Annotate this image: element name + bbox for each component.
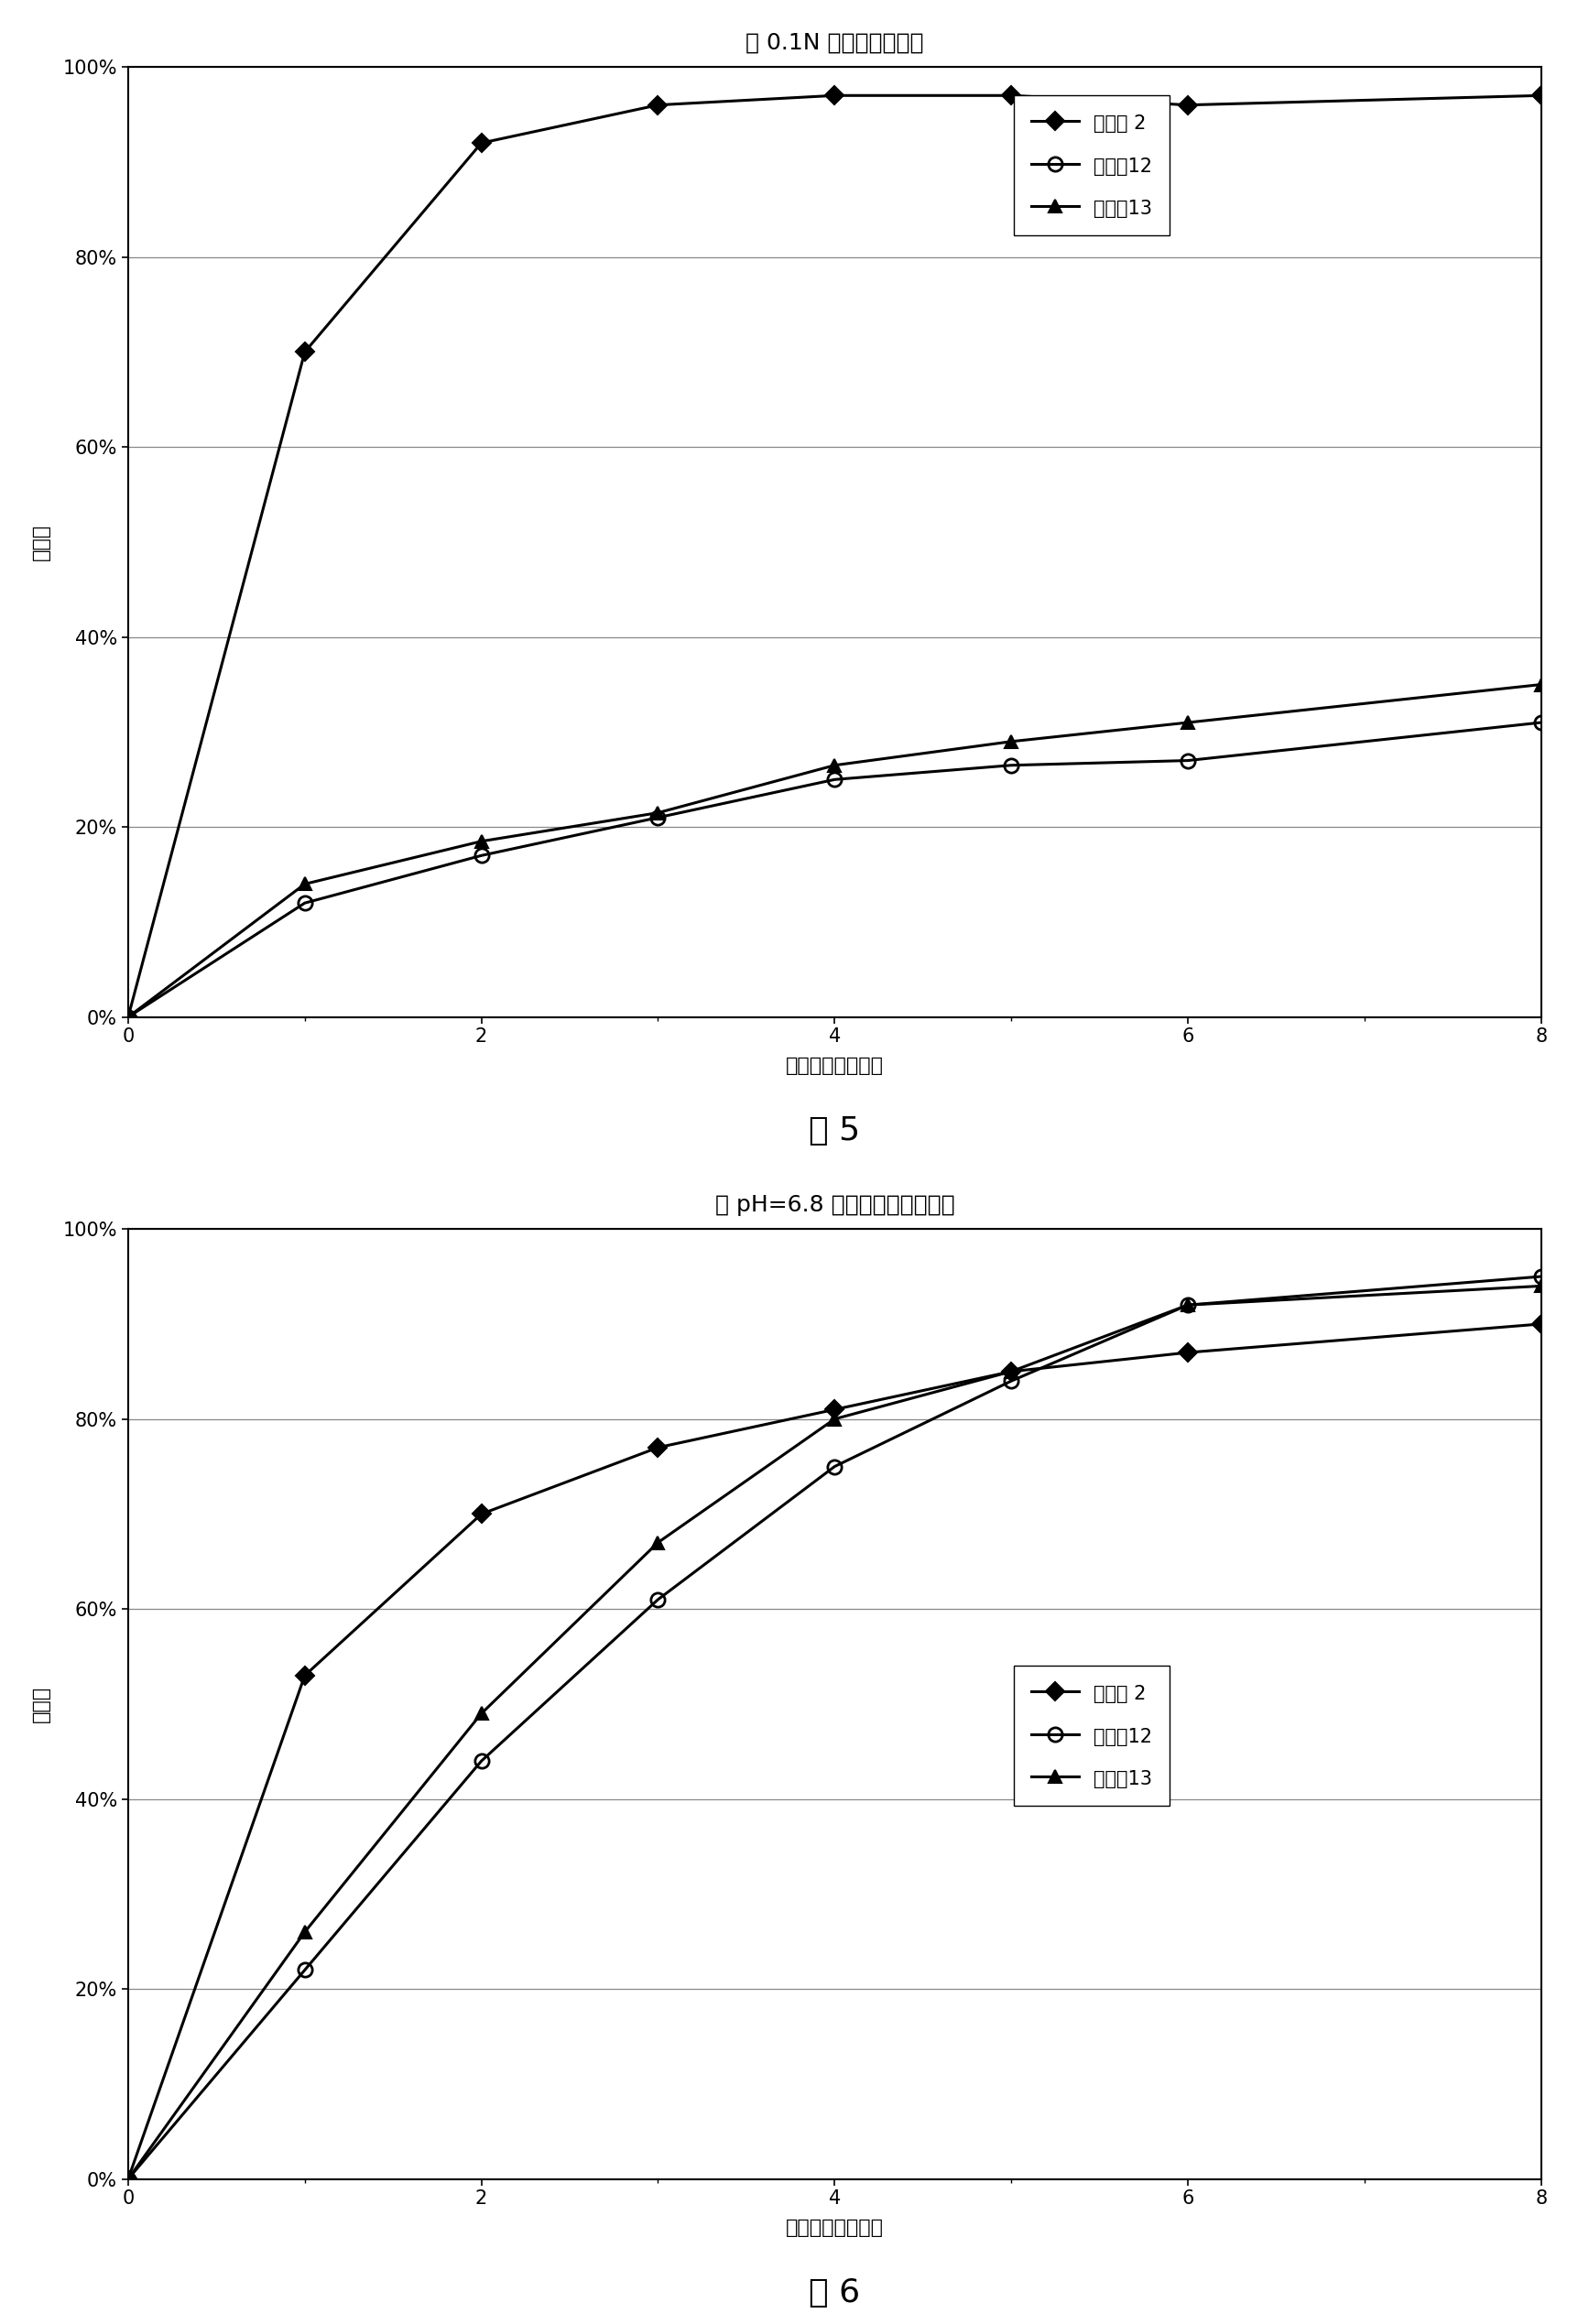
Line: 实施例13: 实施例13 bbox=[122, 1281, 1546, 2185]
实施例12 bbox=[1000, 751, 1019, 779]
Line: 实施例12: 实施例12 bbox=[122, 1269, 1546, 2187]
比较例 2 bbox=[1000, 81, 1019, 109]
实施例12 bbox=[295, 1957, 314, 1985]
实施例12 bbox=[472, 1748, 491, 1776]
Title: 在 pH=6.8 的缓冲液中的溶出图: 在 pH=6.8 的缓冲液中的溶出图 bbox=[715, 1195, 953, 1215]
X-axis label: 溶出时间（小时）: 溶出时间（小时） bbox=[786, 1057, 884, 1074]
Legend: 比较例 2, 实施例12, 实施例13: 比较例 2, 实施例12, 实施例13 bbox=[1013, 95, 1169, 235]
Line: 比较例 2: 比较例 2 bbox=[122, 88, 1546, 1023]
比较例 2 bbox=[472, 130, 491, 158]
实施例13 bbox=[1531, 672, 1550, 700]
实施例13 bbox=[825, 751, 844, 779]
比较例 2 bbox=[649, 91, 667, 119]
实施例12 bbox=[118, 2166, 137, 2194]
实施例12 bbox=[825, 1452, 844, 1480]
比较例 2 bbox=[118, 2166, 137, 2194]
Line: 实施例13: 实施例13 bbox=[122, 679, 1546, 1023]
实施例13 bbox=[295, 1917, 314, 1945]
X-axis label: 溶出时间（小时）: 溶出时间（小时） bbox=[786, 2219, 884, 2236]
实施例13 bbox=[295, 869, 314, 897]
实施例13 bbox=[1177, 709, 1196, 737]
实施例12 bbox=[649, 1585, 667, 1613]
Legend: 比较例 2, 实施例12, 实施例13: 比较例 2, 实施例12, 实施例13 bbox=[1013, 1666, 1169, 1806]
Line: 实施例12: 实施例12 bbox=[122, 716, 1546, 1025]
比较例 2 bbox=[825, 1394, 844, 1422]
实施例13 bbox=[1531, 1271, 1550, 1299]
实施例13 bbox=[472, 827, 491, 855]
实施例13 bbox=[1000, 727, 1019, 755]
比较例 2 bbox=[118, 1004, 137, 1032]
Text: 图 6: 图 6 bbox=[808, 2278, 860, 2308]
比较例 2 bbox=[649, 1434, 667, 1462]
Y-axis label: 溶出率: 溶出率 bbox=[32, 1685, 50, 1722]
实施例12 bbox=[295, 890, 314, 918]
比较例 2 bbox=[1531, 81, 1550, 109]
实施例12 bbox=[1531, 709, 1550, 737]
Title: 在 0.1N 盐酸中的溶出图: 在 0.1N 盐酸中的溶出图 bbox=[745, 33, 923, 53]
实施例13 bbox=[118, 1004, 137, 1032]
Y-axis label: 溶出率: 溶出率 bbox=[32, 523, 50, 560]
实施例13 bbox=[472, 1699, 491, 1727]
比较例 2 bbox=[1177, 1339, 1196, 1367]
比较例 2 bbox=[295, 1662, 314, 1690]
比较例 2 bbox=[472, 1499, 491, 1527]
实施例13 bbox=[649, 1529, 667, 1557]
实施例12 bbox=[1531, 1262, 1550, 1290]
实施例12 bbox=[825, 765, 844, 792]
Text: 图 5: 图 5 bbox=[808, 1116, 860, 1146]
实施例13 bbox=[1177, 1292, 1196, 1320]
实施例13 bbox=[1000, 1357, 1019, 1385]
实施例12 bbox=[649, 804, 667, 832]
实施例12 bbox=[1177, 1292, 1196, 1320]
实施例13 bbox=[649, 799, 667, 827]
实施例12 bbox=[1177, 746, 1196, 774]
Line: 比较例 2: 比较例 2 bbox=[122, 1318, 1546, 2185]
比较例 2 bbox=[825, 81, 844, 109]
比较例 2 bbox=[1531, 1311, 1550, 1339]
比较例 2 bbox=[1000, 1357, 1019, 1385]
实施例12 bbox=[1000, 1367, 1019, 1394]
实施例13 bbox=[825, 1406, 844, 1434]
比较例 2 bbox=[295, 337, 314, 365]
实施例13 bbox=[118, 2166, 137, 2194]
实施例12 bbox=[118, 1004, 137, 1032]
比较例 2 bbox=[1177, 91, 1196, 119]
实施例12 bbox=[472, 841, 491, 869]
